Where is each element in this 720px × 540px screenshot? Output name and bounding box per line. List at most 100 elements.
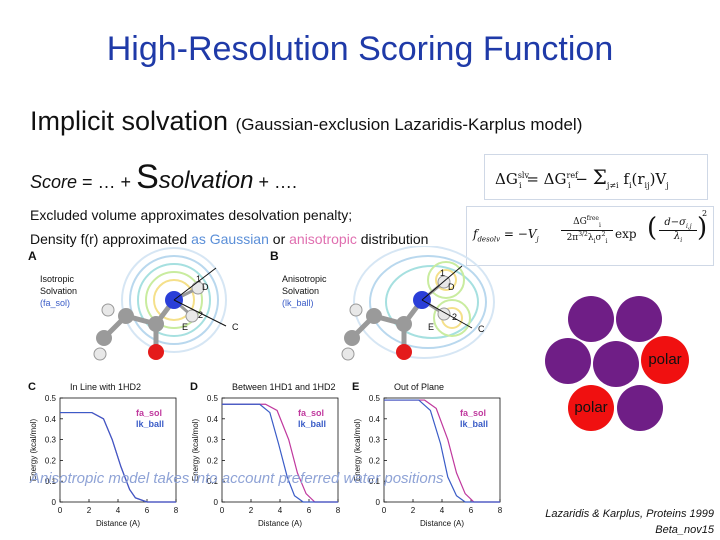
- formula-desolvation-density: fdesolv = −Vj ΔGfreei 2π3/2λiσ2i exp ( d…: [466, 206, 714, 266]
- f2-den2-sub: i: [593, 237, 596, 245]
- plot-letter: E: [352, 381, 359, 393]
- f2-den2: λ: [587, 232, 594, 243]
- note-line2-prefix: Density f(r) approximated: [30, 231, 192, 247]
- panel-b-letter: B: [270, 249, 279, 263]
- plot-1: C In Line with 1HD2 0.5 0.4 0.3 0.2 0.1 00 2 4 6 8 D…: [28, 381, 179, 528]
- y-tick-label: 0.4: [369, 415, 381, 424]
- purple-circle-center: [593, 341, 639, 387]
- legend-lk-ball: lk_ball: [460, 419, 488, 429]
- x-tick-label: 4: [278, 506, 283, 515]
- x-tick-label: 2: [411, 506, 416, 515]
- y-axis-label: Energy (kcal/mol): [191, 419, 200, 482]
- panel-b-caption3: (lk_ball): [282, 298, 314, 308]
- x-tick-label: 8: [336, 506, 341, 515]
- oxygen-atom-b: [396, 344, 412, 360]
- f2-den3-sub: i: [605, 237, 608, 245]
- f2-v-sub: j: [536, 235, 539, 244]
- plot-title: Between 1HD1 and 1HD2: [232, 382, 336, 392]
- purple-circle-3: [545, 338, 591, 384]
- y-tick-label: 0.5: [369, 394, 381, 403]
- f2-exp-sup: 2: [702, 209, 708, 218]
- legend-fa-sol: fa_sol: [298, 408, 324, 418]
- series-line-lk_ball: [60, 411, 176, 503]
- f1-lhs-sub: i: [519, 181, 522, 190]
- atom-label-d-b: D: [448, 282, 455, 292]
- section-heading: Implicit solvation (Gaussian-exclusion L…: [30, 106, 582, 137]
- f1-lhs: ΔG: [495, 170, 518, 188]
- f1-tail-sub: i: [628, 181, 632, 190]
- note-gaussian: as Gaussian: [191, 231, 269, 247]
- atom-label-e-a: E: [182, 322, 188, 332]
- f2-paren-num-sub: i,j: [685, 223, 692, 230]
- oxygen-atom-a: [148, 344, 164, 360]
- y-tick-label: 0: [214, 498, 219, 507]
- f1-tail2-sub: ij: [644, 181, 650, 190]
- f2-den: 2π: [566, 232, 579, 243]
- y-tick-label: 0.2: [45, 456, 57, 465]
- citation: Lazaridis & Karplus, Proteins 1999: [545, 508, 714, 520]
- f2-den-sup: 3/2: [578, 230, 588, 238]
- f2-lhs-sub: desolv: [477, 235, 501, 244]
- f1-minus: −: [570, 170, 593, 188]
- f2-paren-den-sub: i: [680, 237, 683, 244]
- atom-label-c-a: C: [232, 322, 239, 332]
- panel-a-caption3: (fa_sol): [40, 298, 70, 308]
- f1-ref-sub: i: [568, 181, 571, 190]
- f2-lhs: f: [473, 227, 478, 241]
- panel-a-caption1: Isotropic: [40, 274, 75, 284]
- polar-circle-1: polar: [641, 336, 689, 384]
- series-line-lk_ball: [222, 403, 338, 503]
- score-rest1: = … +: [77, 172, 137, 192]
- f2-paren-left: (: [647, 213, 658, 243]
- x-tick-label: 2: [87, 506, 92, 515]
- score-rest2: + ….: [253, 172, 297, 192]
- molecule-panels: A Isotropic Solvation (fa_sol) D E C 1 2…: [28, 246, 495, 361]
- panel-b-caption1: Anisotropic: [282, 274, 327, 284]
- series-line-fa_sol: [384, 399, 500, 503]
- f2-num-sup: free: [586, 215, 599, 222]
- y-tick-label: 0.2: [369, 456, 381, 465]
- f1-sum-sub: j≠i: [606, 181, 619, 190]
- x-tick-label: 6: [145, 506, 150, 515]
- slide-tag: Beta_nov15: [655, 524, 714, 536]
- f2-paren-den: λ: [673, 231, 681, 242]
- f2-den3: σ: [595, 232, 602, 243]
- slide-title: High-Resolution Scoring Function: [106, 30, 614, 68]
- y-tick-label: 0: [376, 498, 381, 507]
- molecule-b: [341, 265, 473, 361]
- isotropic-shells: [121, 247, 227, 353]
- purple-circle-4: [617, 385, 663, 431]
- y-tick-label: 0.5: [207, 394, 219, 403]
- polar-circle-2: polar: [568, 385, 614, 431]
- atom-label-1-b: 1: [440, 268, 445, 278]
- heading-sub: (Gaussian-exclusion Lazaridis-Karplus mo…: [235, 115, 583, 134]
- y-tick-label: 0.4: [207, 415, 219, 424]
- plot-2: D Between 1HD1 and 1HD2 0.5 0.4 0.3 0.2 0.1 00 2…: [190, 381, 341, 528]
- note-line2: Density f(r) approximated as Gaussian or…: [30, 231, 428, 247]
- score-equation: Score = … + Ssolvation + ….: [30, 158, 297, 197]
- purple-circle-1: [568, 296, 614, 342]
- series-line-lk_ball: [384, 399, 500, 503]
- y-tick-label: 0.1: [369, 477, 381, 486]
- f2-exp: exp: [615, 227, 637, 241]
- atom-label-2-a: 2: [198, 310, 203, 320]
- f2-den3-sup: 2: [601, 230, 606, 238]
- legend-fa-sol: fa_sol: [460, 408, 486, 418]
- molecule-a: [93, 267, 227, 361]
- atom-label-d-a: D: [202, 282, 209, 292]
- panel-a-caption2: Solvation: [40, 286, 77, 296]
- f1-sum: Σ: [592, 165, 607, 189]
- legend-fa-sol: fa_sol: [136, 408, 162, 418]
- plot-title: In Line with 1HD2: [70, 382, 141, 392]
- overlay-caption: Anisotropic model takes into account pre…: [30, 470, 444, 487]
- f2-eq: = −V: [500, 227, 537, 241]
- y-tick-label: 0: [52, 498, 57, 507]
- note-line1: Excluded volume approximates desolvation…: [30, 207, 353, 223]
- legend-lk-ball: lk_ball: [136, 419, 164, 429]
- y-tick-label: 0.5: [45, 394, 57, 403]
- f1-eq: = ΔG: [521, 170, 567, 188]
- f2-paren-num: d−σ: [664, 217, 686, 228]
- panel-a-letter: A: [28, 249, 37, 263]
- f1-ref-sup: ref: [566, 171, 579, 180]
